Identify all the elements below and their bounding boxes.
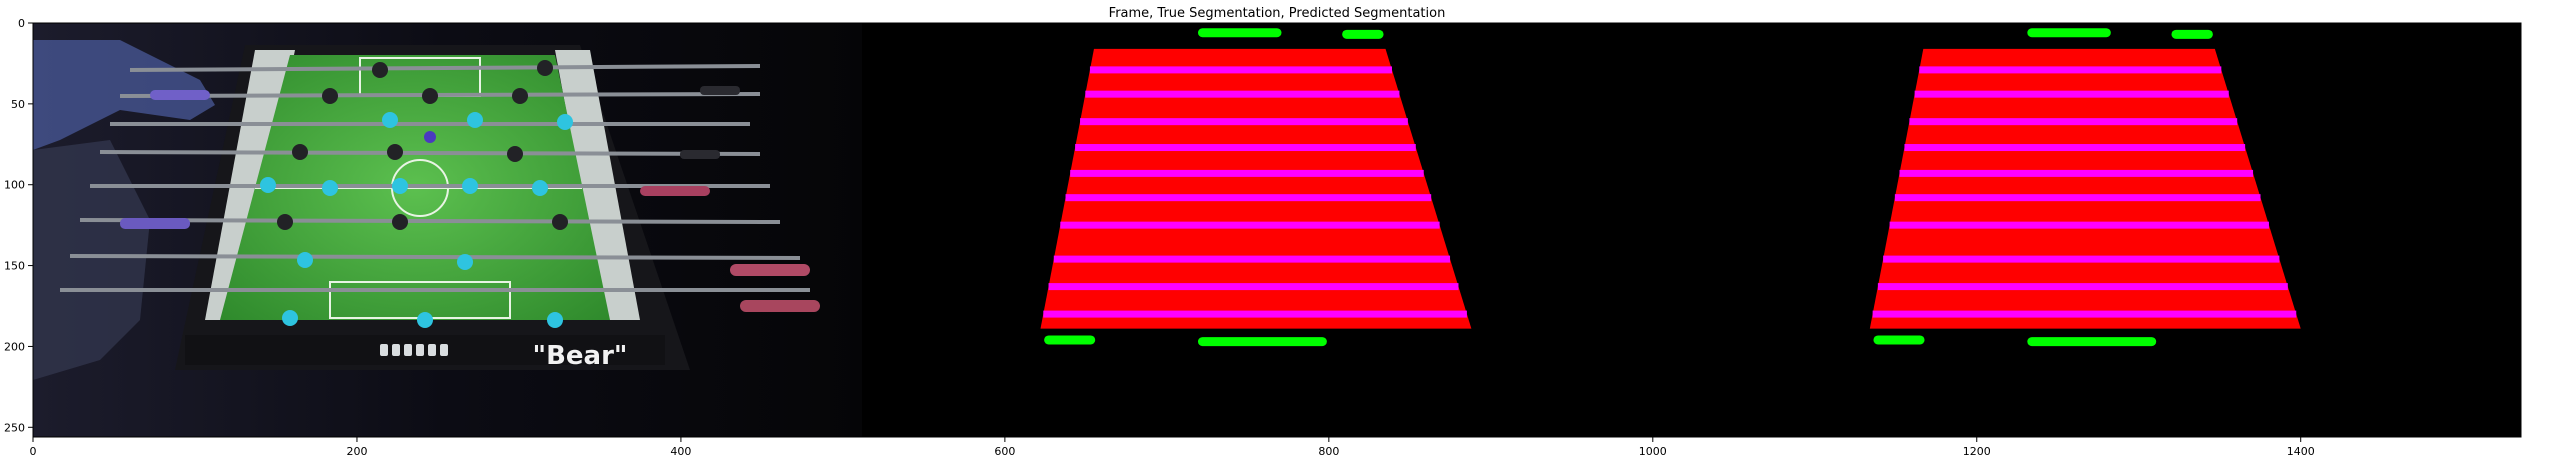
frame-person-body (33, 140, 150, 380)
frame-player-dark (422, 88, 438, 104)
frame-score-bead (440, 344, 448, 356)
y-tick-label: 100 (4, 179, 25, 192)
panel-predicted-segmentation (1869, 28, 2301, 347)
frame-table-label: "Bear" (533, 341, 628, 371)
true-rod-stripe (1080, 118, 1408, 126)
x-tick-label: 800 (1318, 445, 1339, 458)
frame-handle (730, 264, 810, 276)
frame-player-dark (552, 214, 568, 230)
true-rod-stripe (1048, 283, 1459, 291)
frame-handles (120, 86, 820, 312)
frame-rod-1 (129, 64, 761, 72)
panel-true-segmentation (1040, 28, 1472, 347)
frame-ball (424, 131, 436, 143)
frame-player-cyan (547, 312, 563, 328)
frame-player-cyan (322, 180, 338, 196)
pred-rod-stripe (1877, 283, 2288, 291)
x-axis: 0 200 400 600 800 1000 1200 1400 (30, 437, 2315, 458)
true-rod-stripe (1075, 144, 1416, 152)
frame-bottom-rail (185, 335, 665, 365)
frame-player-dark (387, 144, 403, 160)
frame-rod-4 (99, 150, 761, 156)
pred-rod-stripe (1914, 90, 2229, 98)
true-rod-stripe (1065, 194, 1432, 202)
pred-rod-stripe (1889, 221, 2269, 229)
frame-player-cyan (457, 254, 473, 270)
frame-player-cyan (297, 252, 313, 268)
x-tick-label: 600 (994, 445, 1015, 458)
frame-player-dark (537, 60, 553, 76)
image-border (32, 22, 2522, 438)
true-rod-stripe (1060, 221, 1440, 229)
frame-player-cyan (260, 177, 276, 193)
x-tick-label: 1400 (2287, 445, 2315, 458)
frame-player-cyan (557, 114, 573, 130)
pred-rod-stripe (1899, 169, 2254, 177)
frame-score-bead (404, 344, 412, 356)
x-tick-label: 200 (346, 445, 367, 458)
frame-players (260, 60, 573, 328)
frame-player-cyan (392, 178, 408, 194)
y-tick-label: 50 (11, 98, 25, 111)
x-tick-label: 400 (670, 445, 691, 458)
frame-handle (150, 90, 210, 100)
figure-title: Frame, True Segmentation, Predicted Segm… (1109, 6, 1446, 21)
x-tick-label: 0 (30, 445, 37, 458)
frame-score-counters (380, 344, 448, 356)
y-tick-label: 200 (4, 340, 25, 353)
frame-player-dark (392, 214, 408, 230)
frame-player-cyan (382, 112, 398, 128)
frame-rod-7 (69, 254, 801, 260)
y-tick-label: 150 (4, 260, 25, 273)
frame-player-cyan (282, 310, 298, 326)
true-rod-stripe (1043, 310, 1467, 318)
frame-player-cyan (417, 312, 433, 328)
frame-player-cyan (532, 180, 548, 196)
image-area: "Bear" (32, 22, 2522, 438)
frame-player-cyan (467, 112, 483, 128)
frame-player-dark (277, 214, 293, 230)
frame-player-dark (507, 146, 523, 162)
true-rod-stripe (1089, 66, 1392, 74)
frame-player-dark (512, 88, 528, 104)
pred-rod-stripe (1919, 66, 2222, 74)
frame-score-bead (428, 344, 436, 356)
frame-rod-6 (79, 218, 781, 224)
frame-handle (680, 150, 720, 159)
true-rod-stripe (1085, 90, 1400, 98)
y-axis: 0 50 100 150 200 250 (4, 17, 33, 434)
frame-player-dark (322, 88, 338, 104)
frame-rod-2 (119, 92, 761, 98)
frame-rods (60, 64, 810, 292)
frame-player-dark (372, 62, 388, 78)
y-tick-label: 250 (4, 421, 25, 434)
frame-score-bead (380, 344, 388, 356)
pred-rod-stripe (1904, 144, 2246, 152)
frame-handle (740, 300, 820, 312)
frame-handle (640, 186, 710, 196)
pred-rod-stripe (1883, 255, 2280, 263)
frame-handle (700, 86, 740, 95)
frame-handle (120, 218, 190, 229)
true-rod-stripe (1070, 169, 1424, 177)
pred-rod-stripe (1909, 118, 2238, 126)
true-rod-stripe (1053, 255, 1451, 263)
pred-rod-stripe (1872, 310, 2297, 318)
y-tick-label: 0 (18, 17, 25, 30)
x-tick-label: 1000 (1639, 445, 1667, 458)
frame-score-bead (416, 344, 424, 356)
x-tick-label: 1200 (1963, 445, 1991, 458)
frame-score-bead (392, 344, 400, 356)
pred-rod-stripe (1894, 194, 2261, 202)
frame-player-dark (292, 144, 308, 160)
panel-frame: "Bear" (33, 23, 862, 437)
frame-player-cyan (462, 178, 478, 194)
